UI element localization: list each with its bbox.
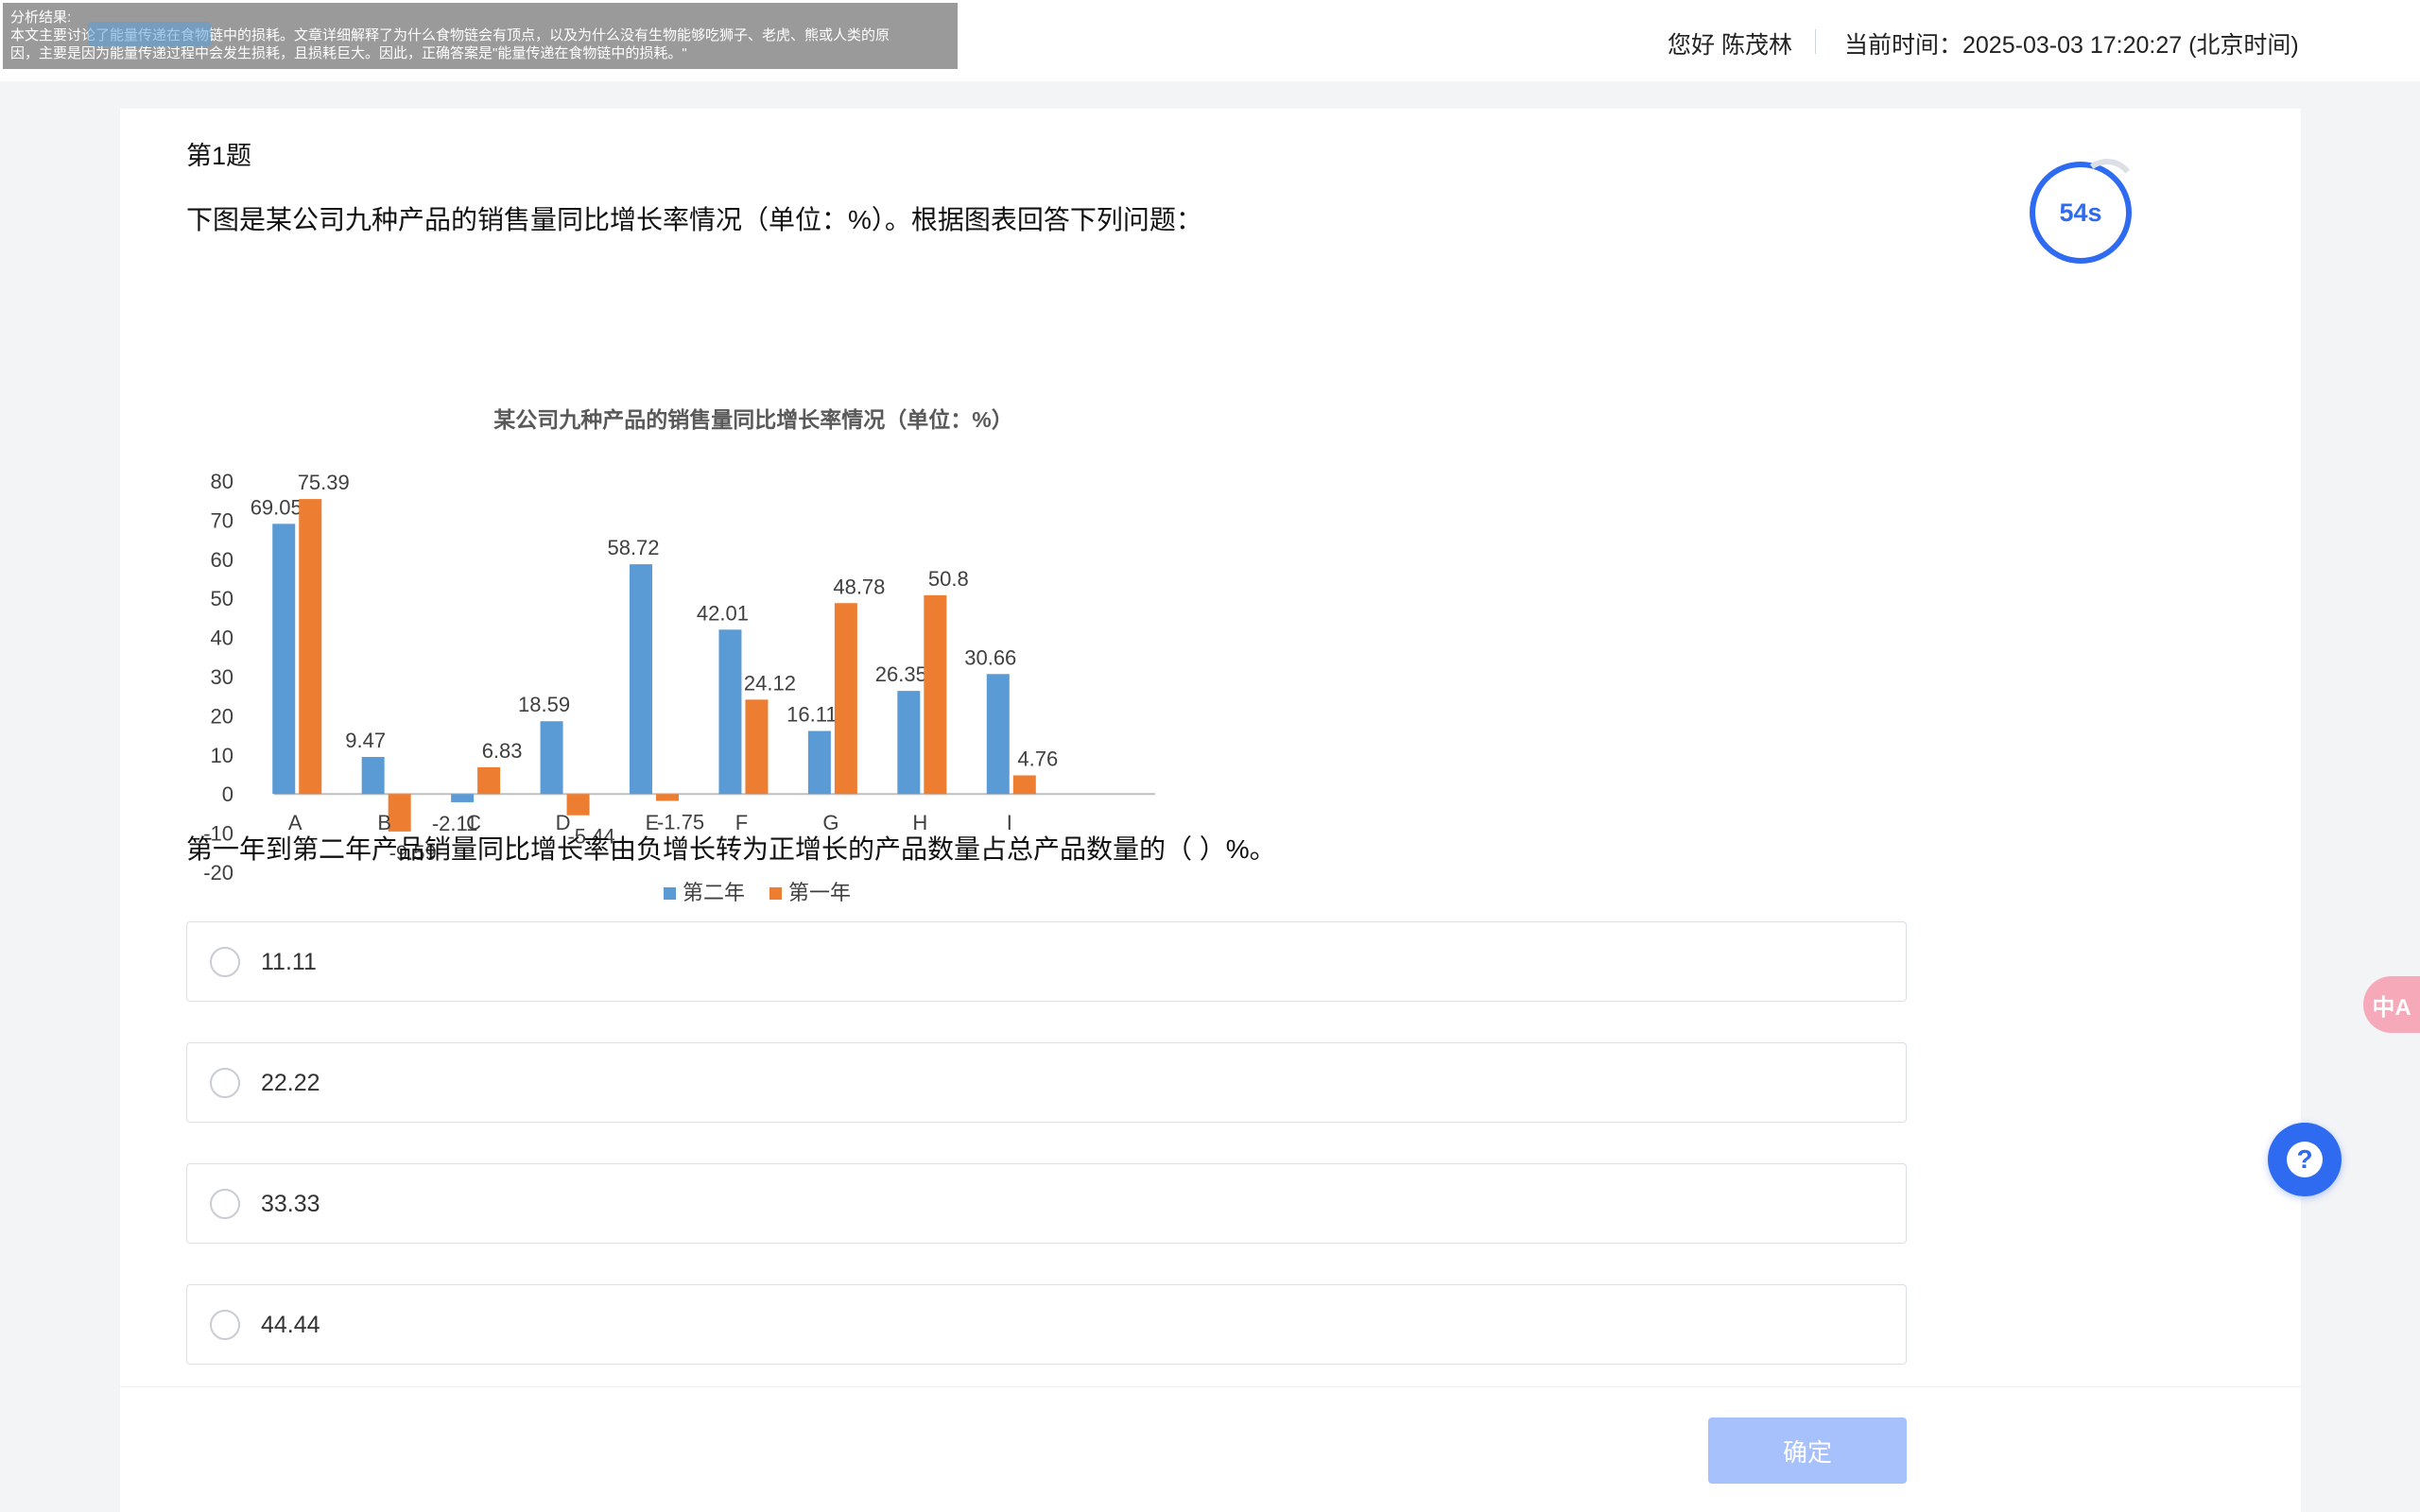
data-label: 16.11 [786,703,837,727]
x-tick-label: B [377,811,391,834]
bar-B-第二年 [361,756,385,795]
legend-label: 第二年 [683,881,745,904]
chart-svg: 某公司九种产品的销售量同比增长率情况（单位：%） 80 70 60 50 40 30 20 10… [203,407,1155,904]
data-label: 58.72 [607,536,659,559]
option-a[interactable]: 11.11 [186,921,1907,1002]
chart-title: 某公司九种产品的销售量同比增长率情况（单位：%） [493,407,1012,432]
option-c[interactable]: 33.33 [186,1163,1907,1244]
bar-D-第一年 [566,794,590,816]
data-label: 18.59 [518,693,570,716]
footer-divider [120,1386,2301,1387]
data-label: 50.8 [928,567,969,591]
y-tick-label: 40 [211,627,233,650]
bar-C-第二年 [451,794,475,802]
confirm-button[interactable]: 确定 [1708,1418,1907,1484]
option-label: 33.33 [261,1191,320,1217]
legend-swatch [769,887,782,900]
y-tick-label: 60 [211,548,233,572]
legend-label: 第一年 [788,881,851,904]
bar-E-第二年 [630,564,652,795]
y-tick-label: 50 [211,587,233,610]
data-label: 42.01 [697,601,749,625]
option-label: 44.44 [261,1312,320,1338]
countdown-timer: 54s [2030,162,2132,264]
y-tick-label: 80 [211,470,233,493]
x-tick-label: A [288,811,302,834]
bar-I-第二年 [986,674,1010,795]
bar-A-第一年 [299,499,322,795]
x-tick-label: E [646,811,660,834]
bar-F-第一年 [745,699,769,795]
sub-question: 第一年到第二年产品销量同比增长率由负增长转为正增长的产品数量占总产品数量的（ ）… [186,834,1276,864]
bar-H-第二年 [897,691,921,795]
analysis-heading: 分析结果: [10,9,72,26]
bar-H-第一年 [924,594,947,795]
data-label: 6.83 [482,739,523,763]
growth-rate-chart: 某公司九种产品的销售量同比增长率情况（单位：%） 80 70 60 50 40 30 20 10… [186,279,1321,921]
bar-I-第一年 [1012,775,1036,795]
option-b[interactable]: 22.22 [186,1042,1907,1123]
analysis-line-2: 因，主要是因为能量传递过程中会发生损耗，且损耗巨大。因此，正确答案是"能量传递在… [10,45,687,61]
user-greeting: 您好 陈茂林 [1668,32,1792,59]
bar-B-第一年 [388,794,411,832]
translate-icon[interactable]: 中A [2363,976,2420,1033]
logo [88,22,211,46]
bar-D-第二年 [540,721,563,795]
radio-circle-icon[interactable] [210,1189,240,1219]
bar-E-第一年 [656,794,679,801]
y-tick-label: -10 [203,822,233,846]
question-number: 第1题 [186,142,252,170]
question-mark-icon: ? [2287,1142,2323,1177]
radio-circle-icon[interactable] [210,1310,240,1340]
data-label: 69.05 [251,495,302,519]
data-label: 75.39 [298,471,350,494]
y-tick-label: 70 [211,508,233,532]
y-tick-label: 20 [211,704,233,728]
bar-G-第一年 [834,603,857,795]
question-card: 第1题 下图是某公司九种产品的销售量同比增长率情况（单位：%）。根据图表回答下列… [120,109,2301,1512]
bar-A-第二年 [272,524,296,795]
question-stem: 下图是某公司九种产品的销售量同比增长率情况（单位：%）。根据图表回答下列问题： [186,205,1202,234]
data-label: 48.78 [833,575,885,598]
x-tick-label: H [912,811,927,834]
bar-F-第二年 [718,629,742,795]
data-label: -5.44 [567,825,614,849]
top-bar: 分析结果: 本文主要讨论了能量传递在食物链中的损耗。文章详细解释了为什么食物链会… [0,0,2420,81]
y-tick-label: 30 [211,665,233,689]
legend-swatch [664,887,676,900]
analysis-overlay: 分析结果: 本文主要讨论了能量传递在食物链中的损耗。文章详细解释了为什么食物链会… [3,3,958,69]
data-label: 30.66 [964,645,1016,669]
radio-circle-icon[interactable] [210,1068,240,1098]
y-tick-label: 0 [222,782,233,806]
analysis-line-1: 本文主要讨论了能量传递在食物链中的损耗。文章详细解释了为什么食物链会有顶点，以及… [10,27,890,43]
y-tick-label: 10 [211,744,233,767]
x-tick-label: I [1007,811,1012,834]
x-tick-label: D [556,811,571,834]
x-tick-label: F [735,811,748,834]
radio-circle-icon[interactable] [210,947,240,977]
data-label: 9.47 [345,729,386,752]
option-label: 22.22 [261,1070,320,1096]
data-label: -1.75 [657,810,704,833]
help-button[interactable]: ? [2268,1123,2342,1196]
option-label: 11.11 [261,949,317,975]
data-label: 26.35 [875,662,927,686]
data-label: -9.59 [389,841,437,865]
timer-value: 54s [2059,198,2102,227]
data-label: 4.76 [1017,747,1058,770]
bar-G-第二年 [807,730,831,795]
x-tick-label: C [466,811,481,834]
bar-C-第一年 [477,766,501,795]
data-label: -2.11 [432,812,478,835]
header-divider [1815,29,1816,54]
y-tick-label: -20 [203,861,233,885]
data-label: 24.12 [744,671,796,695]
current-time: 当前时间：2025-03-03 17:20:27 (北京时间) [1844,32,2299,59]
x-tick-label: G [822,811,838,834]
option-d[interactable]: 44.44 [186,1284,1907,1365]
